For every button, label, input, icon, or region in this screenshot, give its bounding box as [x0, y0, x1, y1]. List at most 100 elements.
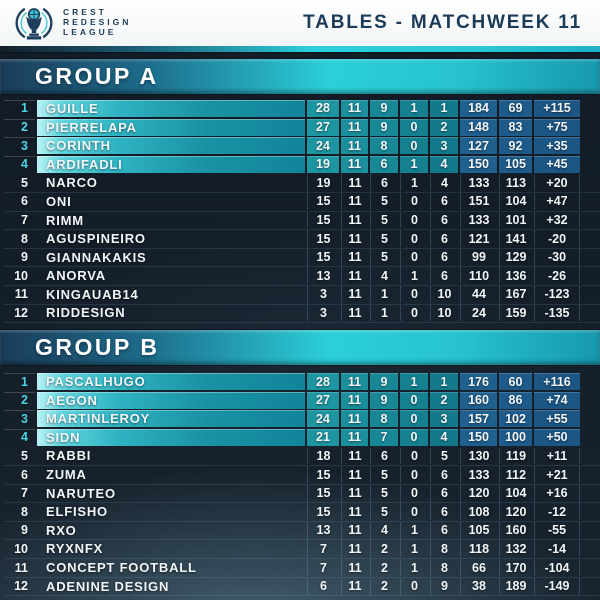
team-name-cell: AEGON: [37, 391, 305, 409]
goals-for-cell: 133: [460, 466, 497, 483]
goals-for-cell: 38: [460, 577, 497, 595]
wordmark-line-2: REDESIGN: [63, 17, 132, 28]
table-row: 1 PASCALHUGO 28 11 9 1 1 176 60 +116: [4, 373, 600, 392]
rank-cell: 7: [21, 213, 28, 228]
goal-diff-cell: -123: [534, 285, 580, 303]
goals-for-cell: 150: [460, 155, 497, 173]
wordmark-line-3: LEAGUE: [63, 26, 117, 37]
rank-cell: 1: [4, 100, 35, 117]
rank-cell: 7: [21, 486, 28, 501]
goals-for-cell: 160: [460, 391, 497, 409]
wins-cell: 7: [370, 428, 398, 446]
trophy-icon: [15, 8, 53, 40]
goal-diff-cell: -30: [534, 248, 580, 266]
points-cell: 21: [307, 428, 339, 446]
played-cell: 11: [341, 174, 368, 192]
goal-diff-cell: +11: [534, 447, 580, 465]
rank-cell: 6: [21, 194, 28, 209]
rank-cell: 10: [14, 268, 28, 283]
goals-against-cell: 86: [499, 391, 532, 409]
team-name-cell: ELFISHO: [46, 504, 108, 520]
league-logo: CREST REDESIGN LEAGUE: [14, 3, 131, 43]
rank-cell: 12: [14, 579, 28, 594]
table-row: 11 CONCEPT FOOTBALL 7 11 2 1 8 66 170 -104: [4, 559, 600, 578]
wins-cell: 2: [370, 540, 398, 558]
goals-for-cell: 24: [460, 304, 497, 322]
table-row: 7 RIMM 15 11 5 0 6 133 101 +32: [4, 211, 600, 231]
goal-diff-cell: -12: [534, 503, 580, 521]
goals-for-cell: 130: [460, 447, 497, 465]
losses-cell: 3: [430, 137, 458, 155]
goals-for-cell: 133: [460, 211, 497, 229]
team-name-cell: SIDN: [37, 428, 305, 446]
played-cell: 11: [341, 447, 368, 465]
goals-against-cell: 69: [499, 100, 532, 117]
played-cell: 11: [341, 503, 368, 521]
points-cell: 27: [307, 118, 339, 136]
points-cell: 7: [307, 540, 339, 558]
points-cell: 6: [307, 577, 339, 595]
table-row: 2 AEGON 27 11 9 0 2 160 86 +74: [4, 391, 600, 411]
team-name-cell: RIDDESIGN: [46, 305, 126, 321]
goal-diff-cell: +116: [534, 373, 580, 391]
losses-cell: 1: [430, 100, 458, 117]
goal-diff-cell: +16: [534, 484, 580, 502]
wins-cell: 1: [370, 304, 398, 322]
points-cell: 28: [307, 373, 339, 391]
draws-cell: 1: [400, 155, 428, 173]
wins-cell: 6: [370, 447, 398, 465]
goals-against-cell: 119: [499, 447, 532, 465]
goals-against-cell: 136: [499, 267, 532, 285]
rank-cell: 11: [14, 560, 28, 575]
goal-diff-cell: +45: [534, 155, 580, 173]
goals-for-cell: 127: [460, 137, 497, 155]
losses-cell: 2: [430, 391, 458, 409]
goals-against-cell: 100: [499, 428, 532, 446]
draws-cell: 0: [400, 211, 428, 229]
draws-cell: 0: [400, 304, 428, 322]
losses-cell: 6: [430, 248, 458, 266]
rank-cell: 2: [4, 119, 35, 136]
table-row: 1 GUILLE 28 11 9 1 1 184 69 +115: [4, 100, 600, 119]
team-name-cell: MARTINLEROY: [37, 410, 305, 428]
goals-against-cell: 102: [499, 410, 532, 428]
rank-cell: 3: [4, 410, 35, 427]
goals-for-cell: 151: [460, 192, 497, 210]
losses-cell: 6: [430, 192, 458, 210]
table-row: 4 ARDIFADLI 19 11 6 1 4 150 105 +45: [4, 155, 600, 175]
played-cell: 11: [341, 230, 368, 248]
played-cell: 11: [341, 137, 368, 155]
draws-cell: 0: [400, 230, 428, 248]
draws-cell: 0: [400, 484, 428, 502]
table-row: 4 SIDN 21 11 7 0 4 150 100 +50: [4, 428, 600, 448]
rank-cell: 11: [14, 287, 28, 302]
played-cell: 11: [341, 466, 368, 483]
rank-cell: 4: [4, 156, 35, 173]
table-row: 10 RYXNFX 7 11 2 1 8 118 132 -14: [4, 540, 600, 559]
goal-diff-cell: -20: [534, 230, 580, 248]
goals-against-cell: 170: [499, 559, 532, 576]
goals-against-cell: 104: [499, 484, 532, 502]
losses-cell: 4: [430, 155, 458, 173]
losses-cell: 3: [430, 410, 458, 428]
team-name-cell: ARDIFADLI: [37, 155, 305, 173]
goal-diff-cell: -104: [534, 559, 580, 576]
goals-for-cell: 66: [460, 559, 497, 576]
losses-cell: 4: [430, 174, 458, 192]
table-row: 12 RIDDESIGN 3 11 1 0 10 24 159 -135: [4, 304, 600, 324]
draws-cell: 1: [400, 373, 428, 391]
team-name-cell: AGUSPINEIRO: [46, 231, 146, 247]
goals-for-cell: 157: [460, 410, 497, 428]
goals-against-cell: 104: [499, 192, 532, 210]
points-cell: 15: [307, 211, 339, 229]
goals-against-cell: 112: [499, 466, 532, 483]
losses-cell: 1: [430, 373, 458, 391]
goal-diff-cell: -149: [534, 577, 580, 595]
header-accent-stripe: [0, 46, 600, 53]
rank-cell: 1: [4, 373, 35, 390]
goals-against-cell: 83: [499, 118, 532, 136]
group-b-banner: GROUP B: [0, 329, 600, 367]
wins-cell: 5: [370, 503, 398, 521]
losses-cell: 6: [430, 484, 458, 502]
team-name-cell: CONCEPT FOOTBALL: [46, 560, 197, 576]
